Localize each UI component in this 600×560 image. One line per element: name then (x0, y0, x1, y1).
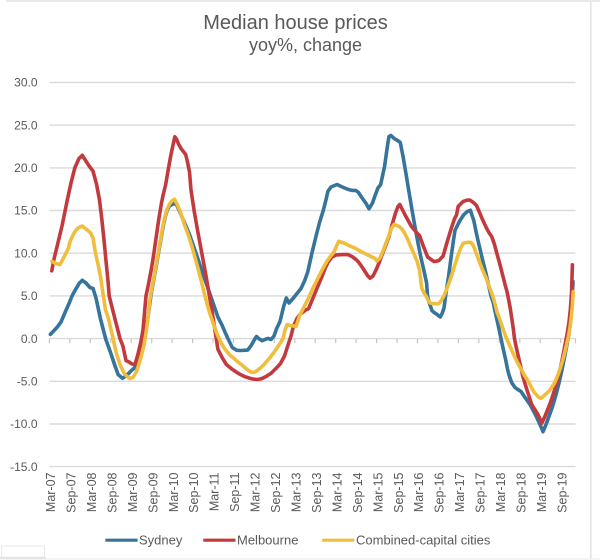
svg-text:Sep-07: Sep-07 (65, 472, 79, 512)
svg-text:Mar-13: Mar-13 (290, 472, 304, 512)
svg-text:-10.0: -10.0 (10, 417, 38, 431)
svg-text:Sep-19: Sep-19 (555, 472, 569, 512)
svg-text:Mar-19: Mar-19 (535, 472, 549, 512)
svg-text:Sep-09: Sep-09 (146, 472, 160, 512)
svg-text:Sep-16: Sep-16 (433, 472, 447, 512)
svg-text:0.0: 0.0 (21, 332, 38, 346)
svg-text:Mar-17: Mar-17 (453, 472, 467, 512)
svg-text:Sep-11: Sep-11 (228, 472, 242, 511)
svg-text:Mar-16: Mar-16 (412, 472, 426, 512)
svg-text:Sep-13: Sep-13 (310, 472, 324, 512)
svg-text:Mar-14: Mar-14 (330, 472, 344, 512)
svg-text:Mar-18: Mar-18 (494, 472, 508, 512)
svg-text:Sep-18: Sep-18 (514, 472, 528, 512)
svg-text:Melbourne: Melbourne (237, 533, 298, 548)
svg-text:30.0: 30.0 (14, 76, 38, 90)
svg-text:Sep-08: Sep-08 (105, 472, 119, 512)
svg-text:Sep-15: Sep-15 (392, 472, 406, 512)
svg-text:15.0: 15.0 (14, 204, 38, 218)
svg-text:Sep-10: Sep-10 (187, 472, 201, 512)
svg-text:5.0: 5.0 (21, 289, 38, 303)
svg-text:Sydney: Sydney (139, 533, 183, 548)
svg-text:Sep-12: Sep-12 (269, 472, 283, 512)
svg-text:Mar-07: Mar-07 (44, 472, 58, 512)
svg-text:-5.0: -5.0 (17, 375, 38, 389)
svg-text:25.0: 25.0 (14, 118, 38, 132)
svg-text:Mar-15: Mar-15 (371, 472, 385, 512)
svg-text:Mar-09: Mar-09 (126, 472, 140, 512)
svg-text:Sep-17: Sep-17 (474, 472, 488, 512)
svg-text:Mar-08: Mar-08 (85, 472, 99, 512)
svg-text:-15.0: -15.0 (10, 460, 38, 474)
svg-text:Mar-12: Mar-12 (249, 472, 263, 512)
svg-text:Mar-10: Mar-10 (167, 472, 181, 512)
svg-text:20.0: 20.0 (14, 161, 38, 175)
svg-text:Sep-14: Sep-14 (351, 472, 365, 512)
svg-text:Mar-11: Mar-11 (208, 472, 222, 511)
svg-text:10.0: 10.0 (14, 246, 38, 260)
svg-text:Combined-capital cities: Combined-capital cities (356, 533, 491, 548)
